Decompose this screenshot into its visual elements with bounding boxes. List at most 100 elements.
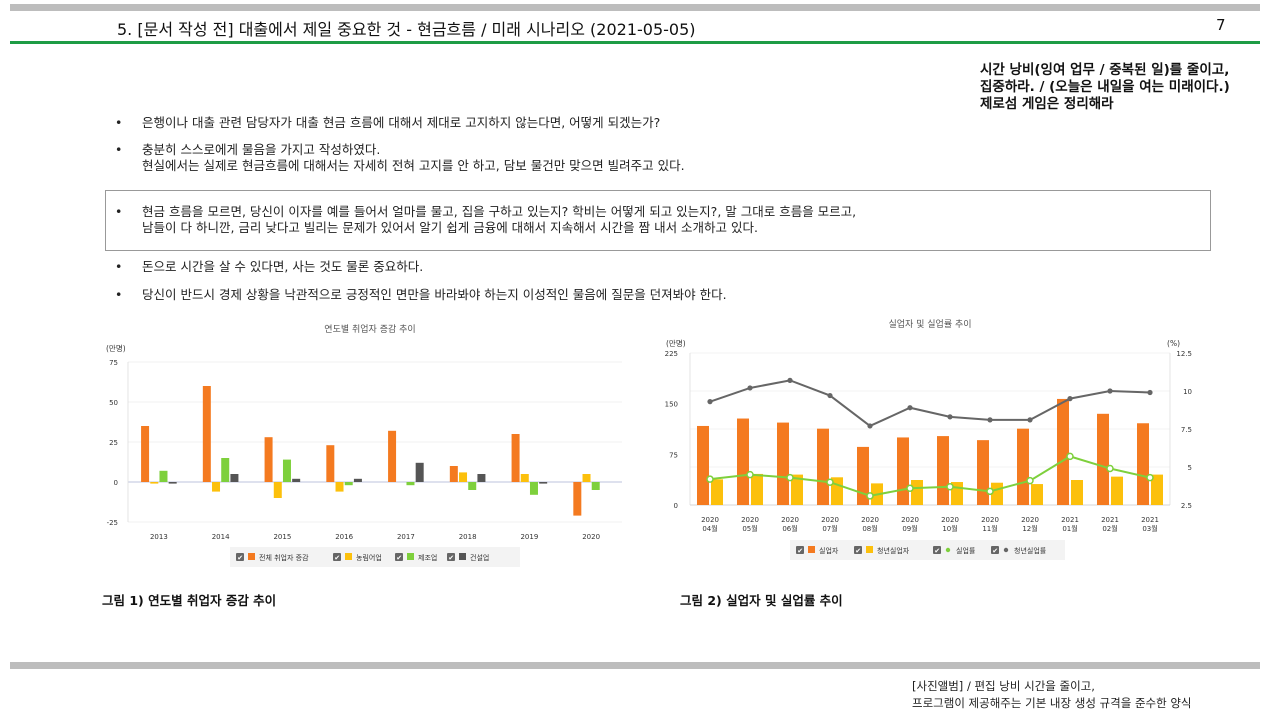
line-point	[907, 405, 913, 411]
bar	[897, 437, 909, 505]
bar	[817, 428, 829, 505]
x-tick-label: 2020	[901, 516, 919, 524]
footer-line: [사진앨범] / 편집 낭비 시간을 줄이고,	[912, 679, 1095, 693]
legend-label: 건설업	[470, 553, 489, 562]
line-point	[1146, 473, 1154, 482]
footer-note: [사진앨범] / 편집 낭비 시간을 줄이고, 프로그램이 제공해주는 기본 내…	[912, 678, 1192, 712]
chart-title: 연도별 취업자 증감 추이	[324, 323, 415, 335]
bullet-marker: •	[115, 287, 123, 302]
line-point	[986, 487, 994, 496]
bar	[230, 474, 239, 482]
x-tick-label: 2020	[861, 516, 879, 524]
series-line	[709, 455, 1151, 497]
y-tick-label: 50	[109, 399, 118, 407]
bar	[1151, 474, 1163, 505]
bar	[1137, 423, 1149, 505]
y-tick-label: 75	[669, 451, 678, 459]
legend-label: 청년실업자	[877, 546, 910, 555]
title-underline	[10, 41, 1260, 44]
bar	[212, 482, 221, 492]
bar	[150, 482, 159, 484]
x-tick-label: 2020	[741, 516, 759, 524]
bar	[539, 482, 548, 484]
bar	[937, 436, 949, 505]
side-note-line: 집중하라. / (오늘은 내일을 여는 미래이다.)	[980, 79, 1230, 95]
bar	[1097, 413, 1109, 505]
y-axis-label: (만명)	[106, 343, 126, 353]
bullet-text: 현금 흐름을 모르면, 당신이 이자를 예를 들어서 얼마를 물고, 집을 구하…	[142, 204, 857, 219]
legend-swatch	[407, 553, 414, 560]
x-tick-label: 2020	[821, 516, 839, 524]
bar	[591, 482, 600, 490]
bar	[141, 426, 150, 482]
bar	[264, 437, 273, 482]
y2-tick-label: 12.5	[1176, 350, 1192, 358]
y-tick-label: 25	[109, 439, 118, 447]
line-point	[706, 475, 714, 483]
bullet-marker: •	[115, 204, 123, 219]
bar	[911, 480, 923, 505]
line-point	[1067, 396, 1073, 402]
line-point	[747, 385, 753, 391]
line-point	[746, 470, 754, 479]
line-point	[1026, 476, 1034, 485]
legend-swatch	[459, 553, 466, 560]
bar	[751, 473, 763, 505]
x-tick-label: 2020	[1021, 516, 1039, 524]
line-point	[826, 478, 834, 486]
page-title: 5. [문서 작성 전] 대출에서 제일 중요한 것 - 현금흐름 / 미래 시…	[117, 20, 696, 39]
bar	[292, 478, 301, 482]
line-point	[906, 484, 914, 493]
y-tick-label: -25	[107, 519, 118, 527]
bar	[449, 466, 458, 482]
legend-checkbox	[236, 553, 244, 561]
x-tick-label: 12월	[1022, 524, 1037, 533]
x-tick-label: 2021	[1061, 516, 1079, 524]
x-tick-label: 03월	[1142, 524, 1157, 533]
legend-checkbox	[796, 546, 804, 554]
y-axis-label: (만명)	[666, 338, 686, 348]
bar	[273, 482, 282, 498]
bar	[282, 459, 291, 482]
x-tick-label: 11월	[982, 524, 997, 533]
bar	[202, 386, 211, 482]
side-note: 시간 낭비(잉여 업무 / 중복된 일)를 줄이고, 집중하라. / (오늘은 …	[980, 62, 1230, 113]
legend-label: 제조업	[418, 554, 437, 562]
y2-tick-label: 2.5	[1181, 502, 1192, 510]
x-tick-label: 2018	[459, 533, 477, 541]
bar	[777, 422, 789, 505]
bar	[1057, 398, 1069, 505]
bar	[1031, 484, 1043, 505]
bar	[711, 479, 723, 505]
line-point	[1106, 464, 1114, 473]
legend-checkbox	[333, 553, 341, 561]
legend-check-icon: ✔	[237, 554, 243, 562]
legend-swatch	[1003, 547, 1009, 553]
y2-tick-label: 7.5	[1181, 426, 1192, 434]
x-tick-label: 2020	[941, 516, 959, 524]
legend-checkbox	[933, 546, 941, 554]
bar	[159, 470, 168, 482]
legend-checkbox	[395, 553, 403, 561]
bar	[529, 482, 538, 495]
x-tick-label: 07월	[822, 524, 837, 533]
legend-swatch	[345, 553, 352, 560]
bar	[737, 418, 749, 505]
x-tick-label: 02월	[1102, 524, 1117, 533]
line-point	[827, 392, 833, 399]
x-tick-label: 2020	[981, 516, 999, 524]
unemployment-chart: 실업자 및 실업률 추이 (만명) (%) 0 75 150 225 2.5 5 7.5 10…	[665, 318, 1192, 560]
line-point	[947, 414, 953, 420]
bar	[415, 462, 424, 482]
x-tick-label: 2014	[212, 533, 230, 541]
bar	[406, 482, 415, 486]
y2-axis-label: (%)	[1167, 339, 1180, 348]
y2-tick-label: 10	[1183, 388, 1192, 396]
bullet-marker: •	[115, 142, 123, 157]
x-tick-label: 09월	[902, 524, 917, 533]
bar	[573, 482, 582, 516]
bar	[388, 430, 397, 482]
bar	[344, 482, 353, 486]
x-tick-label: 2017	[397, 533, 415, 541]
legend-label: 실업자	[819, 546, 839, 555]
